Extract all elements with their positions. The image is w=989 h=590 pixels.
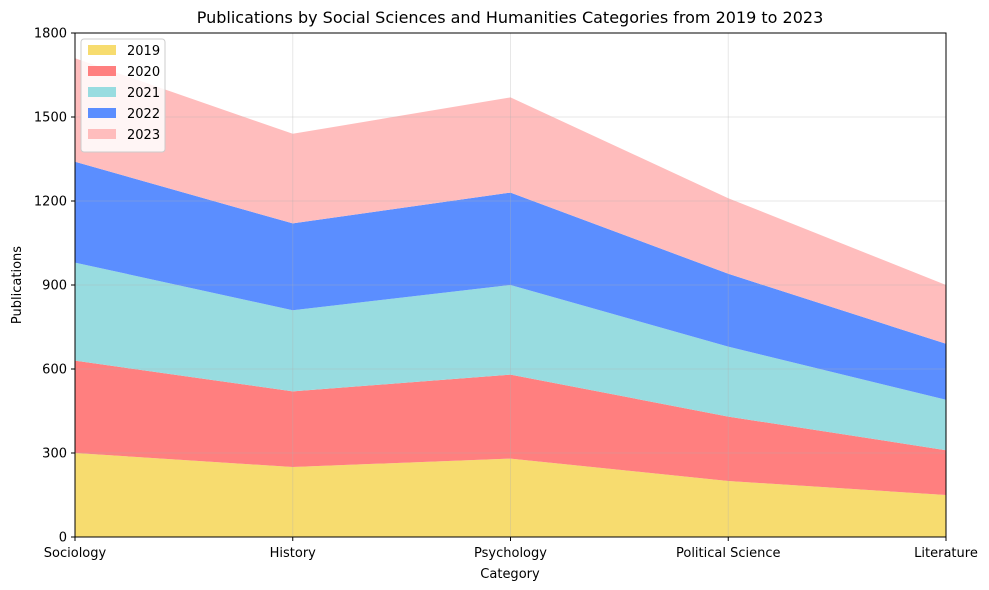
y-tick-label: 1800: [34, 27, 67, 42]
legend-swatch-2023: [88, 129, 116, 139]
legend-swatch-2019: [88, 45, 116, 55]
y-tick-label: 300: [42, 447, 67, 462]
x-tick-label: Political Science: [676, 546, 781, 561]
legend-label-2022: 2022: [127, 107, 160, 122]
x-tick-label: Literature: [914, 546, 978, 561]
area-layers: [75, 58, 946, 537]
y-tick-label: 0: [59, 531, 67, 546]
y-tick-label: 900: [42, 279, 67, 294]
y-tick-label: 1200: [34, 195, 67, 210]
legend-swatch-2022: [88, 108, 116, 118]
x-axis-label: Category: [480, 567, 540, 582]
legend-label-2020: 2020: [127, 65, 160, 80]
legend-swatch-2021: [88, 87, 116, 97]
area-series-2020: [75, 360, 946, 495]
y-axis-label: Publications: [10, 246, 25, 324]
y-tick-label: 600: [42, 363, 67, 378]
x-tick-label: Psychology: [474, 546, 547, 561]
legend-swatch-2020: [88, 66, 116, 76]
y-tick-label: 1500: [34, 111, 67, 126]
area-series-2021: [75, 262, 946, 451]
area-series-2023: [75, 58, 946, 344]
x-tick-label: Sociology: [44, 546, 107, 561]
legend-label-2021: 2021: [127, 86, 160, 101]
area-series-2019: [75, 453, 946, 537]
legend-label-2019: 2019: [127, 44, 160, 59]
chart-title: Publications by Social Sciences and Huma…: [197, 8, 824, 27]
axis-ticks: 0 300 600 900 1200 1500 1800 Sociology History Ps…: [34, 27, 978, 562]
legend: 2019 2020 2021 2022 2023: [80, 38, 166, 153]
area-series-2022: [75, 161, 946, 400]
legend-label-2023: 2023: [127, 128, 160, 143]
x-tick-label: History: [270, 546, 317, 561]
